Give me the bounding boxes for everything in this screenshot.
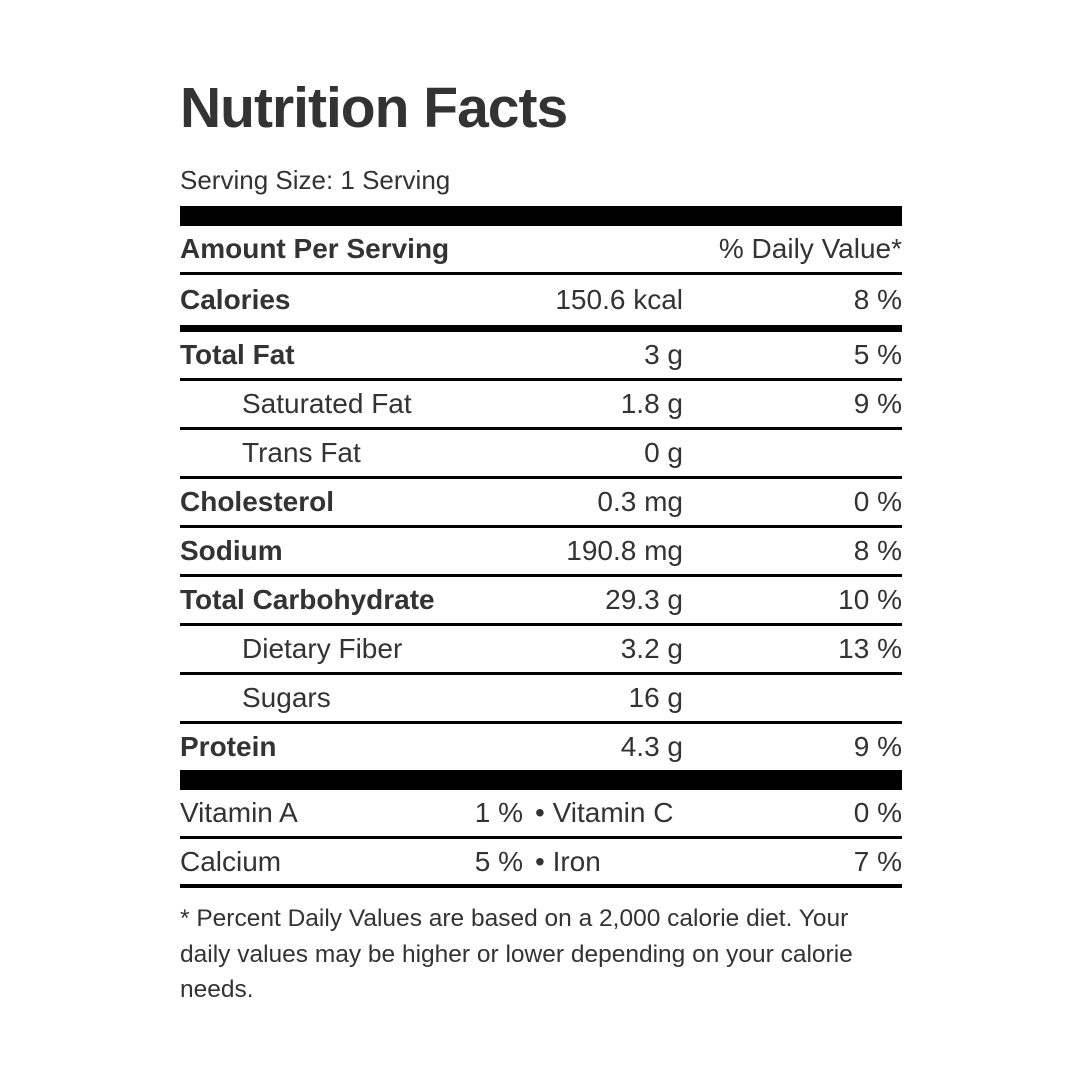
nutrition-facts-label: Nutrition Facts Serving Size: 1 Serving … [180,74,902,1008]
micronutrient-pair-name: • Iron [535,845,601,877]
micronutrient-row: Calcium 5 % • Iron 7 % [180,839,902,889]
nutrient-name: Sugars [242,682,331,714]
nutrient-name: Trans Fat [242,437,361,469]
micronutrient-value: 1 % [474,797,523,829]
nutrient-row: Sugars 16 g [180,675,902,725]
nutrient-daily-value: 10 % [838,584,902,616]
nutrient-daily-value: 9 % [853,731,902,763]
nutrient-daily-value: 13 % [838,633,902,665]
micronutrient-pair-name: • Vitamin C [535,797,674,829]
nutrient-amount: 190.8 mg [566,535,683,567]
nutrient-row: Total Fat 3 g 5 % [180,332,902,382]
calories-daily-value: 8 % [853,284,902,316]
nutrient-row: Protein 4.3 g 9 % [180,724,902,770]
nutrient-name: Total Carbohydrate [180,584,435,616]
nutrient-amount: 3.2 g [620,633,683,665]
amount-per-serving-heading: Amount Per Serving [180,233,450,265]
daily-value-heading: % Daily Value* [718,233,902,265]
calories-row: Calories 150.6 kcal 8 % [180,275,902,325]
divider-medium-calories [180,325,902,333]
header-row: Amount Per Serving % Daily Value* [180,226,902,276]
nutrient-name: Total Fat [180,339,295,371]
calories-label: Calories [180,284,291,316]
nutrient-name: Saturated Fat [242,388,412,420]
nutrient-amount: 3 g [644,339,683,371]
divider-thick-top [180,206,902,227]
nutrient-name: Dietary Fiber [242,633,403,665]
micronutrient-name: Calcium [180,845,282,877]
nutrient-amount: 1.8 g [620,388,683,420]
nutrient-row: Cholesterol 0.3 mg 0 % [180,479,902,529]
serving-size-text: Serving Size: 1 Serving [180,165,451,196]
micronutrient-row: Vitamin A 1 % • Vitamin C 0 % [180,790,902,840]
micronutrient-rows-section: Vitamin A 1 % • Vitamin C 0 % Calcium 5 % • Ir… [180,790,902,889]
nutrient-amount: 0.3 mg [597,486,683,518]
nutrient-row: Trans Fat 0 g [180,430,902,480]
divider-thick-bottom [180,770,902,791]
micronutrient-pair-value: 0 % [853,797,902,829]
micronutrient-pair-value: 7 % [853,845,902,877]
nutrient-name: Sodium [180,535,283,567]
label-title: Nutrition Facts [180,76,568,140]
nutrient-row: Total Carbohydrate 29.3 g 10 % [180,577,902,627]
micronutrient-name: Vitamin A [180,797,298,829]
nutrient-daily-value: 9 % [853,388,902,420]
nutrient-amount: 0 g [644,437,683,469]
nutrient-amount: 16 g [628,682,684,714]
nutrient-amount: 4.3 g [620,731,683,763]
calories-amount: 150.6 kcal [555,284,683,316]
nutrient-amount: 29.3 g [605,584,683,616]
nutrient-row: Sodium 190.8 mg 8 % [180,528,902,578]
nutrient-row: Saturated Fat 1.8 g 9 % [180,381,902,431]
nutrient-daily-value: 8 % [853,535,902,567]
nutrient-row: Dietary Fiber 3.2 g 13 % [180,626,902,676]
nutrient-daily-value: 0 % [853,486,902,518]
micronutrient-value: 5 % [474,845,523,877]
nutrient-rows-section: Total Fat 3 g 5 % Saturated Fat 1.8 g 9 % Tran… [180,332,902,770]
daily-value-footnote: * Percent Daily Values are based on a 2,… [180,905,853,1004]
nutrient-name: Cholesterol [180,486,335,518]
nutrient-daily-value: 5 % [853,339,902,371]
nutrient-name: Protein [180,731,277,763]
